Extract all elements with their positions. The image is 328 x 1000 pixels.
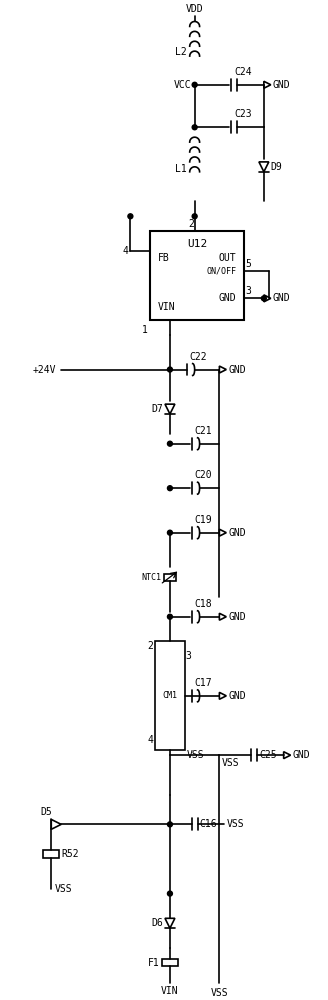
Text: C17: C17 xyxy=(195,678,212,688)
Text: L1: L1 xyxy=(175,164,187,174)
Text: GND: GND xyxy=(228,365,246,375)
Text: GND: GND xyxy=(273,293,290,303)
Text: D9: D9 xyxy=(271,162,282,172)
Text: 4: 4 xyxy=(147,735,153,745)
Text: D7: D7 xyxy=(151,404,163,414)
Text: 2: 2 xyxy=(189,219,195,229)
Text: D5: D5 xyxy=(40,807,52,817)
Circle shape xyxy=(128,214,133,219)
Text: FB: FB xyxy=(158,253,170,263)
Circle shape xyxy=(168,441,173,446)
Text: 5: 5 xyxy=(245,259,251,269)
Text: D6: D6 xyxy=(151,918,163,928)
Text: 3: 3 xyxy=(186,651,192,661)
Text: C20: C20 xyxy=(195,470,212,480)
Text: VCC: VCC xyxy=(174,80,192,90)
Text: VSS: VSS xyxy=(221,758,239,768)
Text: C25: C25 xyxy=(259,750,277,760)
Bar xyxy=(155,641,185,750)
Text: VDD: VDD xyxy=(186,4,203,14)
Text: VIN: VIN xyxy=(161,986,179,996)
Circle shape xyxy=(192,214,197,219)
Text: 3: 3 xyxy=(245,286,251,296)
Circle shape xyxy=(168,822,173,827)
Text: GND: GND xyxy=(228,691,246,701)
Circle shape xyxy=(192,82,197,87)
Text: C16: C16 xyxy=(200,819,217,829)
Circle shape xyxy=(192,125,197,130)
Text: VSS: VSS xyxy=(226,819,244,829)
Text: ON/OFF: ON/OFF xyxy=(206,266,236,275)
Text: NTC1: NTC1 xyxy=(141,573,161,582)
Bar xyxy=(43,850,59,858)
Text: VIN: VIN xyxy=(158,302,176,312)
Text: GND: GND xyxy=(273,80,290,90)
Text: GND: GND xyxy=(228,612,246,622)
Text: GND: GND xyxy=(228,528,246,538)
Text: GND: GND xyxy=(218,293,236,303)
Text: VSS: VSS xyxy=(187,750,204,760)
Text: 2: 2 xyxy=(147,641,153,651)
Text: VSS: VSS xyxy=(54,884,72,894)
Circle shape xyxy=(261,296,266,301)
Circle shape xyxy=(168,486,173,491)
Circle shape xyxy=(168,614,173,619)
Text: CM1: CM1 xyxy=(162,691,177,700)
Bar xyxy=(164,574,176,581)
Text: C19: C19 xyxy=(195,515,212,525)
Circle shape xyxy=(168,530,173,535)
Text: C24: C24 xyxy=(234,67,252,77)
Text: 4: 4 xyxy=(123,246,128,256)
Circle shape xyxy=(168,891,173,896)
Circle shape xyxy=(168,367,173,372)
Text: GND: GND xyxy=(293,750,310,760)
Text: C21: C21 xyxy=(195,426,212,436)
Text: VSS: VSS xyxy=(211,988,228,998)
Text: +24V: +24V xyxy=(33,365,56,375)
Text: C22: C22 xyxy=(190,352,207,362)
Text: 1: 1 xyxy=(142,325,148,335)
Bar xyxy=(162,959,178,966)
Text: U12: U12 xyxy=(187,239,207,249)
Text: F1: F1 xyxy=(148,958,160,968)
Text: OUT: OUT xyxy=(218,253,236,263)
Text: C23: C23 xyxy=(234,109,252,119)
Text: C18: C18 xyxy=(195,599,212,609)
Text: L2: L2 xyxy=(175,47,187,57)
Bar xyxy=(150,231,244,320)
Text: R52: R52 xyxy=(61,849,79,859)
